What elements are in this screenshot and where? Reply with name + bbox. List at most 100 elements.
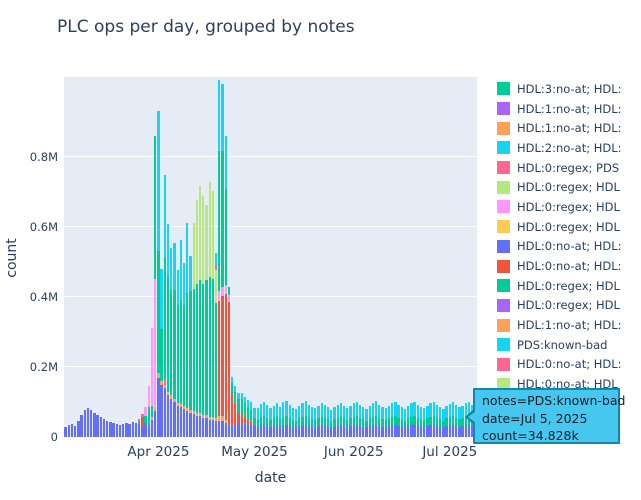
bar[interactable]	[314, 408, 317, 437]
bar[interactable]	[227, 286, 231, 437]
bar[interactable]	[375, 400, 378, 437]
bar[interactable]	[243, 397, 247, 437]
legend-item[interactable]: HDL:0:no-at; HDL:	[489, 237, 641, 257]
bar[interactable]	[195, 199, 198, 437]
legend-item[interactable]: HDL:0:no-at; HDL	[489, 374, 641, 394]
legend-item[interactable]: HDL:0:regex; PDS	[489, 158, 641, 178]
bar[interactable]	[262, 402, 266, 437]
bar[interactable]	[237, 392, 240, 437]
bar[interactable]	[346, 408, 349, 437]
bar[interactable]	[304, 401, 307, 437]
bar[interactable]	[323, 404, 327, 437]
bar[interactable]	[403, 409, 407, 437]
bar[interactable]	[259, 404, 263, 437]
bar[interactable]	[291, 407, 295, 437]
bar[interactable]	[416, 404, 419, 437]
bar[interactable]	[74, 426, 77, 437]
legend-item[interactable]: HDL:1:no-at; HDL:	[489, 99, 641, 119]
bar[interactable]	[253, 407, 256, 437]
bar[interactable]	[282, 402, 285, 437]
bar[interactable]	[435, 404, 439, 437]
bar[interactable]	[339, 402, 343, 437]
bar[interactable]	[288, 405, 291, 437]
bar[interactable]	[154, 136, 157, 437]
bar[interactable]	[413, 402, 416, 437]
bar[interactable]	[83, 409, 86, 437]
bar[interactable]	[362, 407, 365, 437]
bar[interactable]	[458, 406, 461, 437]
bar[interactable]	[96, 414, 99, 437]
bar[interactable]	[278, 406, 282, 437]
bar[interactable]	[410, 403, 413, 437]
bar[interactable]	[189, 255, 192, 437]
bar[interactable]	[86, 407, 90, 437]
bar[interactable]	[310, 406, 314, 437]
bar[interactable]	[106, 420, 109, 437]
bar[interactable]	[186, 222, 189, 437]
bar[interactable]	[307, 404, 311, 437]
legend-item[interactable]: PDS:known-bad	[489, 335, 641, 355]
bar[interactable]	[266, 405, 269, 437]
bar[interactable]	[141, 413, 144, 437]
bar[interactable]	[301, 403, 304, 437]
bar[interactable]	[298, 405, 301, 437]
legend-item[interactable]: HDL:3:no-at; HDL:	[489, 79, 641, 99]
bar[interactable]	[400, 407, 403, 437]
bar[interactable]	[272, 405, 275, 437]
bar[interactable]	[166, 223, 170, 437]
bar[interactable]	[67, 425, 70, 437]
bar[interactable]	[122, 423, 125, 437]
bar[interactable]	[77, 420, 80, 437]
bar[interactable]	[342, 405, 346, 437]
bar[interactable]	[461, 406, 464, 437]
bar[interactable]	[214, 253, 218, 437]
bar[interactable]	[202, 196, 205, 437]
legend-item[interactable]: HDL:0:regex; HDL	[489, 217, 641, 237]
bar[interactable]	[368, 405, 371, 437]
legend-item[interactable]: HDL:0:no-at; HDL:	[489, 256, 641, 276]
bar[interactable]	[150, 327, 154, 437]
bar[interactable]	[221, 84, 224, 437]
bar[interactable]	[330, 409, 333, 437]
bar[interactable]	[294, 409, 298, 437]
bar[interactable]	[451, 402, 455, 437]
bar[interactable]	[192, 222, 195, 437]
legend-item[interactable]: HDL:1:no-at; HDL:	[489, 315, 641, 335]
bar[interactable]	[128, 424, 131, 437]
bar[interactable]	[234, 386, 237, 437]
bar[interactable]	[115, 424, 118, 437]
bar[interactable]	[163, 174, 166, 437]
bar[interactable]	[109, 421, 112, 437]
bar[interactable]	[70, 424, 74, 437]
bar[interactable]	[442, 409, 445, 437]
bar[interactable]	[391, 403, 394, 437]
bar[interactable]	[407, 405, 410, 437]
bar[interactable]	[182, 262, 186, 437]
bar[interactable]	[358, 404, 362, 437]
bar[interactable]	[384, 408, 387, 437]
bar[interactable]	[426, 405, 429, 437]
legend-item[interactable]: HDL:2:no-at; HDL:	[489, 138, 641, 158]
legend-item[interactable]: HDL:0:regex; HDL	[489, 197, 641, 217]
bar[interactable]	[118, 425, 122, 437]
bar[interactable]	[134, 423, 138, 437]
bar[interactable]	[179, 240, 182, 437]
bar[interactable]	[326, 407, 330, 437]
bar[interactable]	[230, 376, 234, 437]
plot-area[interactable]	[64, 77, 477, 437]
bar[interactable]	[246, 399, 250, 437]
bar[interactable]	[275, 403, 279, 437]
bar[interactable]	[317, 405, 320, 437]
bar[interactable]	[269, 408, 272, 437]
bar[interactable]	[157, 110, 160, 437]
bar[interactable]	[93, 412, 96, 437]
bar[interactable]	[176, 269, 179, 437]
bar[interactable]	[240, 393, 243, 437]
bar[interactable]	[445, 405, 448, 437]
bar[interactable]	[381, 407, 384, 437]
bar[interactable]	[371, 403, 375, 437]
bar[interactable]	[394, 401, 397, 437]
bar[interactable]	[208, 182, 211, 437]
bar[interactable]	[211, 191, 215, 437]
bar[interactable]	[355, 401, 359, 437]
